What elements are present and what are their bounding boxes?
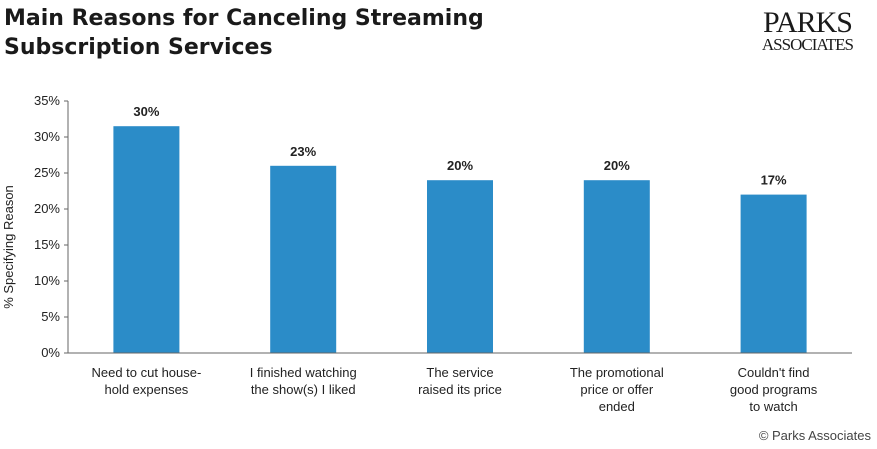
y-tick-label: 15% (34, 237, 60, 252)
category-label-line: Need to cut house- (91, 365, 201, 380)
category-label-line: ended (599, 399, 635, 414)
y-tick-label: 5% (41, 309, 60, 324)
category-label: The service raised its price (418, 365, 502, 397)
category-label-line: I finished watching (250, 365, 357, 380)
y-tick-label: 20% (34, 201, 60, 216)
logo-line2: ASSOCIATES (761, 35, 854, 54)
data-label: 20% (447, 158, 473, 173)
bar (427, 180, 493, 353)
data-label: 30% (133, 104, 159, 119)
data-label: 20% (604, 158, 630, 173)
category-label: The promotional price or offer ended (570, 365, 664, 414)
category-label-line: raised its price (418, 382, 502, 397)
y-axis-label: % Specifying Reason (1, 185, 16, 309)
category-label-line: to watch (749, 399, 797, 414)
category-label-line: good programs (730, 382, 818, 397)
y-tick-label: 0% (41, 345, 60, 360)
bar (270, 165, 337, 353)
category-label: I finished watching the show(s) I liked (250, 365, 357, 397)
bar (740, 194, 807, 353)
category-label-line: Couldn't find (738, 365, 810, 380)
category-label-line: The service (426, 365, 493, 380)
y-tick-label: 30% (34, 129, 60, 144)
category-label-line: the show(s) I liked (251, 382, 356, 397)
chart-title: Main Reasons for Canceling Streaming Sub… (4, 4, 484, 62)
data-label: 17% (761, 173, 787, 188)
data-label: 23% (290, 144, 316, 159)
y-tick-label: 10% (34, 273, 60, 288)
bar (583, 180, 650, 353)
bar (113, 126, 180, 353)
category-label: Couldn't find good programs to watch (730, 365, 818, 414)
chart-title-line2: Subscription Services (4, 35, 273, 60)
y-tick-label: 25% (34, 165, 60, 180)
chart-title-line1: Main Reasons for Canceling Streaming (4, 6, 484, 31)
copyright-notice: © Parks Associates (758, 428, 871, 443)
category-label: Need to cut house-hold expenses (91, 365, 201, 397)
parks-associates-logo: PARKS ASSOCIATES (761, 6, 854, 54)
logo-line1: PARKS (762, 6, 853, 39)
category-label-line: The promotional (570, 365, 664, 380)
category-label-line: price or offer (580, 382, 653, 397)
category-label-line: hold expenses (104, 382, 188, 397)
y-tick-label: 35% (34, 93, 60, 108)
